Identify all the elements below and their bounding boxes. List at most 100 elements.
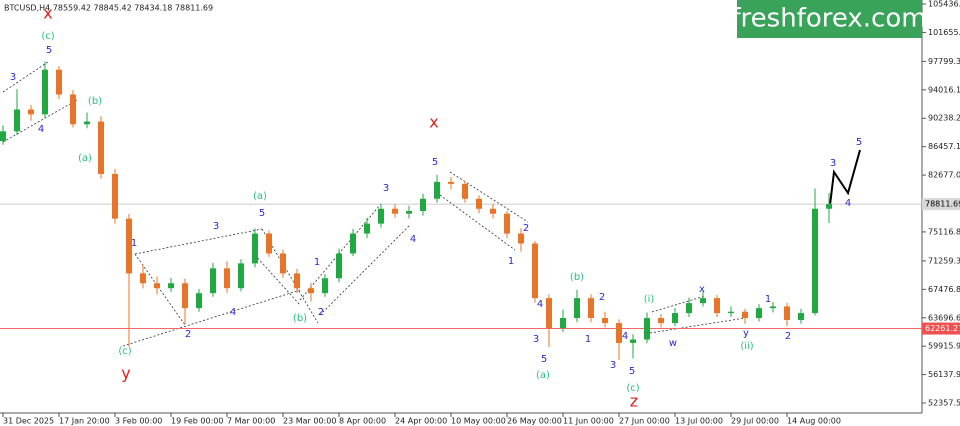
candle-body — [238, 263, 244, 289]
y-tick-label: 67476.85 — [928, 285, 960, 294]
candle-body — [336, 253, 342, 279]
candle-body — [490, 208, 496, 214]
candle-body — [784, 306, 790, 320]
wave-label: 5 — [629, 366, 635, 377]
candle-body — [126, 218, 132, 274]
channels — [2, 61, 746, 347]
wave-label: 1 — [508, 256, 514, 267]
wave-label: 2 — [185, 329, 191, 340]
wave-label: 5 — [432, 157, 438, 168]
candle-body — [252, 233, 258, 264]
candle-body — [812, 208, 818, 314]
candle-body — [84, 121, 90, 125]
x-tick-label: 26 May 00:00 — [507, 417, 562, 426]
candle-body — [504, 213, 510, 234]
candle-body — [476, 198, 482, 209]
y-tick-label: 56137.90 — [928, 370, 960, 379]
candle-body — [182, 283, 188, 309]
x-tick-label: 29 Jul 00:00 — [731, 417, 779, 426]
candle-body — [378, 208, 384, 224]
y-tick-label: 52357.55 — [928, 398, 960, 407]
candle-body — [280, 253, 286, 274]
candle-body — [266, 233, 272, 254]
level-price-label: 62261.27 — [925, 324, 960, 333]
wave-label: 1 — [314, 257, 320, 268]
candle-body — [714, 298, 720, 314]
projection-path — [829, 149, 861, 206]
wave-label: (a) — [536, 370, 550, 381]
y-tick-label: 94016.15 — [928, 85, 960, 94]
candle-body — [770, 306, 776, 309]
candle-body — [196, 293, 202, 309]
candle-body — [616, 323, 622, 343]
x-tick-label: 13 Jul 00:00 — [675, 417, 723, 426]
wave-label: 3 — [213, 221, 219, 232]
y-tick-label: 75116.80 — [928, 227, 960, 236]
candle-body — [532, 243, 538, 299]
x-tick-label: 11 Jun 00:00 — [563, 417, 614, 426]
x-tick-label: 14 Aug 00:00 — [787, 417, 841, 426]
channel-line — [449, 171, 529, 223]
chart-title: BTCUSD,H4 78559.42 78845.42 78434.18 788… — [4, 4, 213, 13]
candle-body — [42, 69, 48, 115]
wave-label: (b) — [88, 96, 102, 107]
wave-label: w — [669, 338, 677, 349]
wave-label: 4 — [622, 331, 628, 342]
candle-body — [56, 69, 62, 95]
wave-label: y — [121, 364, 130, 383]
x-tick-label: 27 Jun 00:00 — [619, 417, 670, 426]
candle-body — [826, 204, 832, 209]
candle-body — [518, 233, 524, 244]
candle-body — [420, 198, 426, 211]
candle-body — [448, 181, 454, 184]
wave-label: 2 — [318, 307, 324, 318]
y-tick-label: 63696.60 — [928, 313, 960, 322]
candle-body — [728, 311, 734, 314]
y-tick-label: 82677.00 — [928, 171, 960, 180]
wave-label: 4 — [38, 124, 44, 135]
wave-label: (b) — [293, 313, 307, 324]
wave-label: (c) — [41, 31, 54, 42]
candle-body — [658, 318, 664, 324]
x-tick-label: 17 Jan 20:00 — [59, 417, 110, 426]
candle-body — [210, 268, 216, 294]
channel-line — [319, 224, 411, 316]
candle-body — [154, 283, 160, 289]
candle-body — [434, 181, 440, 199]
x-tick-label: 8 Apr 00:00 — [339, 417, 386, 426]
logo-box — [737, 0, 922, 38]
channel-line — [299, 204, 381, 301]
y-tick-label: 59915.95 — [928, 342, 960, 351]
wave-label: 4 — [410, 234, 416, 245]
candle-body — [560, 318, 566, 328]
channel-line — [649, 317, 746, 334]
channel-line — [134, 228, 263, 255]
candle-body — [70, 94, 76, 125]
x-tick-label: 31 Dec 2025 — [3, 417, 54, 426]
candle-body — [588, 298, 594, 319]
x-tick-label: 7 Mar 00:00 — [227, 417, 275, 426]
channel-line — [122, 289, 301, 347]
level-price-box — [922, 322, 960, 335]
wave-label: 1 — [131, 238, 137, 249]
candle-body — [406, 210, 412, 214]
candle-body — [322, 278, 328, 294]
wave-label: 4 — [230, 307, 236, 318]
candle-body — [112, 173, 118, 219]
wave-label: 5 — [541, 354, 547, 365]
wave-label: 2 — [523, 223, 529, 234]
channel-line — [651, 295, 706, 313]
x-tick-label: 3 Feb 00:00 — [115, 417, 162, 426]
candle-body — [462, 183, 468, 199]
wave-label: 3 — [830, 158, 836, 169]
wave-label: x — [429, 113, 438, 132]
candle-body — [574, 298, 580, 319]
wave-label: 3 — [610, 360, 616, 371]
candle-body — [350, 233, 356, 254]
x-tick-label: 10 May 00:00 — [451, 417, 506, 426]
candle-body — [756, 308, 762, 319]
channel-line — [134, 253, 186, 326]
candle-body — [672, 313, 678, 324]
candle-body — [294, 273, 300, 289]
